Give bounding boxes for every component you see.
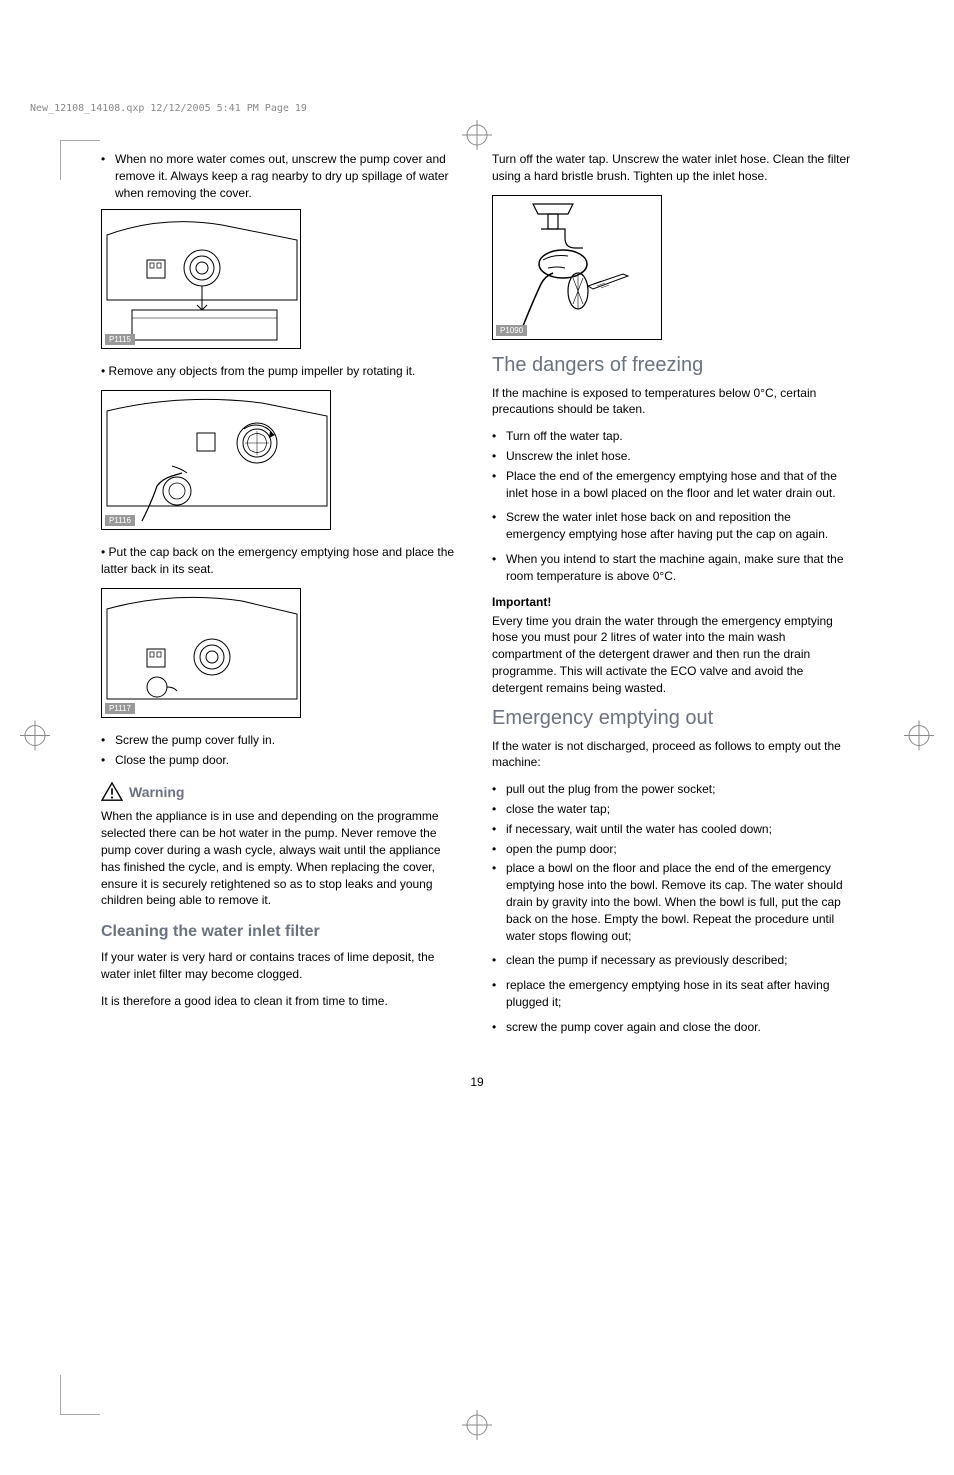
body-bullet: Close the pump door. [101,752,462,769]
figure-impeller: P1116 [101,390,331,530]
page-number: 19 [100,1075,854,1089]
important-label: Important! [492,595,853,609]
body-bullet: When no more water comes out, unscrew th… [101,151,462,201]
body-bullet: replace the emergency emptying hose in i… [492,977,853,1011]
body-bullet: clean the pump if necessary as previousl… [492,952,853,969]
body-paragraph: • Remove any objects from the pump impel… [101,363,462,380]
registration-mark [462,1410,492,1445]
figure-label: P1117 [105,703,135,714]
figure-label: P1115 [105,334,135,345]
page: When no more water comes out, unscrew th… [0,0,954,1139]
warning-label: Warning [129,784,184,800]
warning-triangle-icon [101,782,123,802]
body-bullet: Screw the water inlet hose back on and r… [492,509,853,543]
body-bullet: Place the end of the emergency emptying … [492,468,853,502]
body-bullet: When you intend to start the machine aga… [492,551,853,585]
body-bullet: place a bowl on the floor and place the … [492,860,853,944]
section-heading: The dangers of freezing [492,354,853,377]
body-bullet: close the water tap; [492,801,853,818]
important-text: Every time you drain the water through t… [492,613,853,697]
body-paragraph: • Put the cap back on the emergency empt… [101,544,462,578]
figure-label: P1090 [496,325,527,336]
warning-text: When the appliance is in use and dependi… [101,808,462,909]
body-bullet: Screw the pump cover fully in. [101,732,462,749]
section-heading: Emergency emptying out [492,707,853,730]
body-paragraph: If the machine is exposed to temperature… [492,385,853,419]
figure-label: P1116 [105,515,135,526]
warning-heading: Warning [101,782,462,802]
right-column: Turn off the water tap. Unscrew the wate… [492,151,853,1044]
figure-cap-back: P1117 [101,588,301,718]
body-bullet: pull out the plug from the power socket; [492,781,853,798]
body-bullet: screw the pump cover again and close the… [492,1019,853,1036]
two-column-layout: When no more water comes out, unscrew th… [100,150,854,1045]
body-paragraph: If the water is not discharged, proceed … [492,738,853,772]
section-heading: Cleaning the water inlet filter [101,923,462,941]
left-column: When no more water comes out, unscrew th… [101,151,462,1044]
body-bullet: Unscrew the inlet hose. [492,448,853,465]
body-bullet: Turn off the water tap. [492,428,853,445]
body-bullet: if necessary, wait until the water has c… [492,821,853,838]
body-bullet: open the pump door; [492,841,853,858]
body-paragraph: It is therefore a good idea to clean it … [101,993,462,1010]
body-paragraph: Turn off the water tap. Unscrew the wate… [492,151,853,185]
figure-inlet-filter: P1090 [492,195,662,340]
body-paragraph: If your water is very hard or contains t… [101,949,462,983]
crop-corner [60,1375,100,1415]
figure-pump-cover: P1115 [101,209,301,349]
